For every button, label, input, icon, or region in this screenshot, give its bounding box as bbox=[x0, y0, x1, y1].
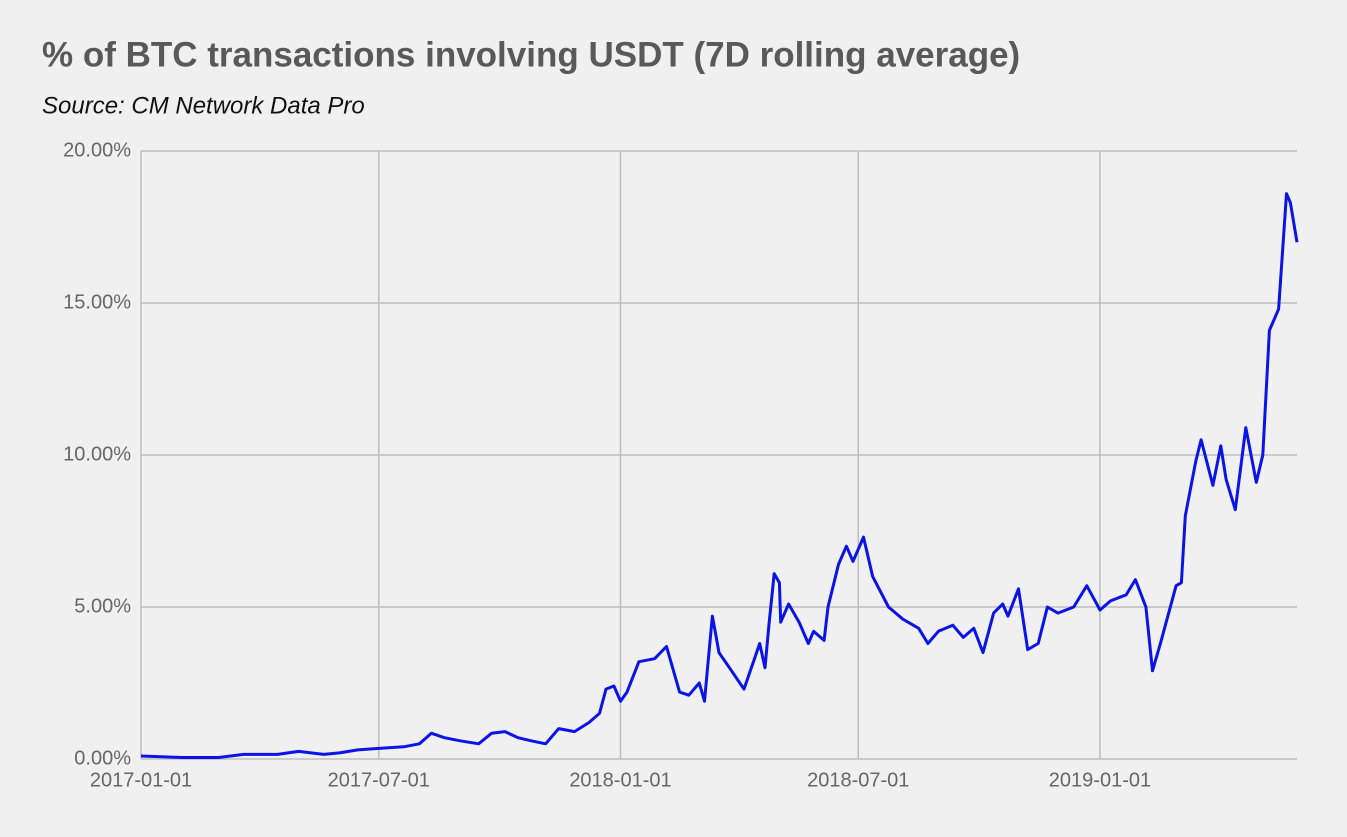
x-tick-label: 2018-07-01 bbox=[807, 769, 909, 791]
x-tick-label: 2019-01-01 bbox=[1049, 769, 1151, 791]
y-tick-label: 10.00% bbox=[63, 443, 131, 465]
x-tick-label: 2017-07-01 bbox=[328, 769, 430, 791]
x-tick-label: 2018-01-01 bbox=[569, 769, 671, 791]
x-tick-label: 2017-01-01 bbox=[90, 769, 192, 791]
y-tick-label: 15.00% bbox=[63, 291, 131, 313]
chart-title: % of BTC transactions involving USDT (7D… bbox=[42, 35, 1020, 74]
y-tick-label: 20.00% bbox=[63, 139, 131, 161]
chart-subtitle: Source: CM Network Data Pro bbox=[42, 92, 365, 119]
data-line bbox=[140, 192, 1299, 759]
y-tick-label: 0.00% bbox=[74, 747, 131, 769]
y-tick-label: 5.00% bbox=[74, 595, 131, 617]
